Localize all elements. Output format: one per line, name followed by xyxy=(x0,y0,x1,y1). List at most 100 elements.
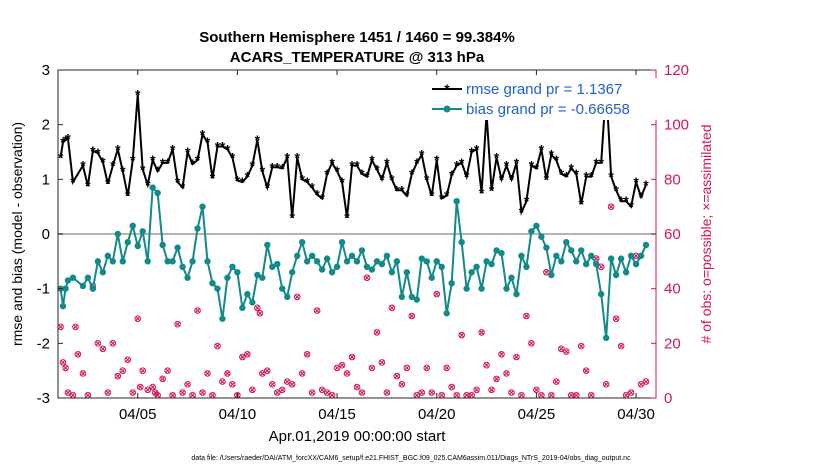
obs-possible-marker xyxy=(137,383,144,391)
bias-point xyxy=(159,241,166,249)
obs-possible-marker xyxy=(94,340,102,347)
rmse-point: * xyxy=(220,139,226,155)
bias-point xyxy=(607,255,615,262)
rmse-point: * xyxy=(60,134,66,150)
rmse-point: * xyxy=(539,141,545,157)
obs-assimilated-marker xyxy=(478,329,485,335)
bias-point xyxy=(303,258,311,265)
bias-point xyxy=(89,285,97,292)
bias-point xyxy=(119,258,126,265)
bias-point xyxy=(348,252,356,260)
obs-possible-marker xyxy=(62,364,69,372)
legend-bias-marker xyxy=(443,105,451,113)
bias-point xyxy=(558,258,565,265)
bias-point xyxy=(597,290,605,298)
obs-possible-marker xyxy=(498,350,505,358)
bias-point xyxy=(433,258,440,265)
bias-point xyxy=(642,241,650,249)
rmse-point: * xyxy=(170,141,176,157)
obs-assimilated-marker xyxy=(135,316,141,322)
bias-point xyxy=(588,252,595,260)
obs-assimilated-marker xyxy=(384,389,390,396)
rmse-point: * xyxy=(289,210,295,226)
obs-assimilated-marker xyxy=(269,381,275,387)
obs-assimilated-marker xyxy=(523,313,530,319)
obs-assimilated-marker xyxy=(60,359,66,366)
obs-possible-marker xyxy=(408,312,416,320)
rmse-point: * xyxy=(145,177,151,193)
obs-assimilated-marker xyxy=(319,387,325,393)
obs-assimilated-marker xyxy=(429,389,435,396)
obs-possible-marker xyxy=(333,364,341,372)
bias-point xyxy=(333,263,341,270)
rmse-point: * xyxy=(200,127,206,143)
obs-possible-marker xyxy=(508,389,515,396)
obs-assimilated-marker xyxy=(140,368,146,374)
bias-point xyxy=(308,252,316,260)
rmse-point: * xyxy=(160,155,166,171)
obs-possible-marker xyxy=(229,381,236,388)
rmse-point: * xyxy=(334,163,340,179)
y-axis-left-label: rmse and bias (model - observation) xyxy=(9,122,25,346)
bias-point xyxy=(104,252,112,260)
obs-assimilated-marker xyxy=(314,307,320,314)
bias-point xyxy=(533,222,540,229)
bias-point xyxy=(438,263,445,270)
obs-possible-marker xyxy=(612,315,620,323)
obs-possible-marker xyxy=(483,361,490,369)
rmse-point: * xyxy=(623,193,629,209)
obs-assimilated-marker xyxy=(115,373,121,379)
rmse-point: * xyxy=(549,147,555,163)
rmse-point: * xyxy=(429,188,435,204)
obs-assimilated-marker xyxy=(100,346,106,352)
obs-assimilated-marker xyxy=(214,343,221,349)
obs-assimilated-marker xyxy=(244,351,250,357)
bias-point xyxy=(548,271,555,279)
rmse-point: * xyxy=(95,145,101,161)
obs-assimilated-marker xyxy=(613,316,619,322)
obs-assimilated-marker xyxy=(199,389,206,396)
obs-possible-marker xyxy=(617,342,625,350)
y-left-tick-label: 1 xyxy=(42,171,50,188)
obs-assimilated-marker xyxy=(105,389,111,396)
rmse-point: * xyxy=(379,171,385,187)
legend-bias-label: bias grand pr = -0.66658 xyxy=(466,101,630,118)
obs-assimilated-marker xyxy=(588,392,594,398)
rmse-point: * xyxy=(628,199,634,215)
bias-point xyxy=(313,258,321,265)
rmse-point: * xyxy=(469,144,475,160)
rmse-point: * xyxy=(598,155,604,171)
x-axis-label: Apr.01,2019 00:00:00 start xyxy=(269,428,447,445)
obs-possible-marker xyxy=(403,364,411,372)
bias-point xyxy=(503,285,510,292)
bias-point xyxy=(627,252,635,260)
obs-assimilated-marker xyxy=(150,384,156,390)
bias-point xyxy=(99,269,107,276)
y-left-tick-label: -2 xyxy=(37,335,50,352)
obs-assimilated-marker xyxy=(155,392,161,398)
obs-assimilated-marker xyxy=(72,324,79,330)
obs-assimilated-marker xyxy=(204,370,211,376)
bias-point xyxy=(388,269,396,276)
obs-possible-marker xyxy=(74,350,82,358)
obs-possible-marker xyxy=(318,386,326,394)
obs-assimilated-marker xyxy=(120,368,126,374)
obs-assimilated-marker xyxy=(324,389,330,396)
obs-assimilated-marker xyxy=(179,389,186,396)
rmse-point: * xyxy=(434,152,440,168)
obs-assimilated-marker xyxy=(568,392,574,398)
rmse-point: * xyxy=(394,182,400,198)
obs-assimilated-marker xyxy=(583,368,589,374)
rmse-point: * xyxy=(304,174,310,190)
obs-assimilated-marker xyxy=(359,389,365,396)
obs-possible-marker xyxy=(478,329,485,336)
obs-possible-marker xyxy=(503,370,510,377)
rmse-point: * xyxy=(564,169,570,185)
obs-possible-marker xyxy=(368,364,376,372)
rmse-point: * xyxy=(499,171,505,187)
bias-point xyxy=(593,260,600,268)
obs-assimilated-marker xyxy=(598,264,604,270)
obs-assimilated-marker xyxy=(279,387,285,393)
obs-possible-marker xyxy=(129,389,137,396)
obs-assimilated-marker xyxy=(493,376,500,382)
